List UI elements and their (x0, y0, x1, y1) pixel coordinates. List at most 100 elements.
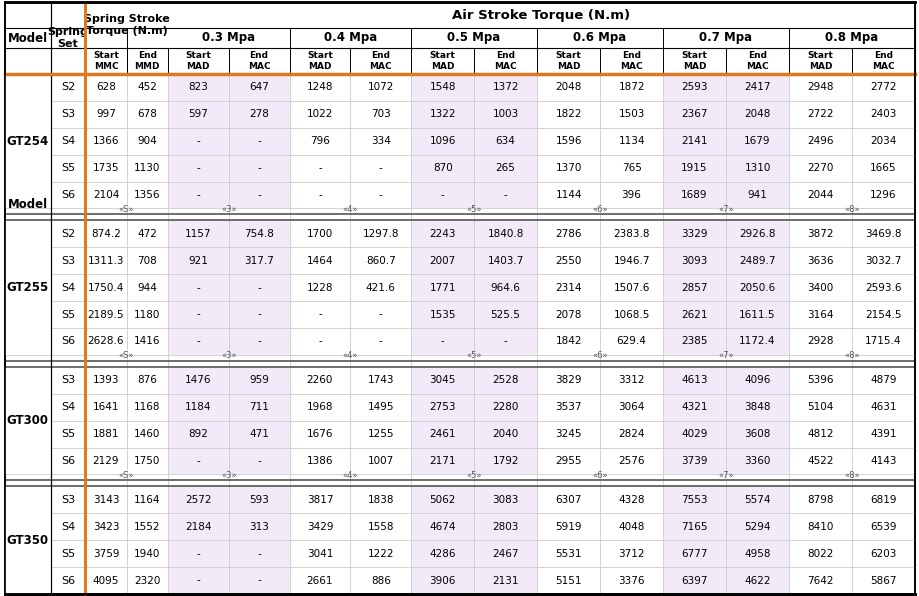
Text: 2550: 2550 (555, 256, 581, 266)
Bar (167, 394, 289, 421)
Text: 1322: 1322 (429, 109, 456, 119)
Text: -: - (257, 283, 261, 293)
Text: S3: S3 (61, 109, 75, 119)
Text: 0.3 Mpa: 0.3 Mpa (202, 32, 255, 45)
Bar (663, 448, 789, 474)
Text: -: - (257, 163, 261, 173)
Text: 1164: 1164 (134, 495, 160, 505)
Text: 5574: 5574 (743, 495, 770, 505)
Text: 2467: 2467 (492, 549, 518, 558)
Text: -: - (196, 456, 200, 466)
Bar (663, 367, 789, 394)
Text: 4048: 4048 (618, 522, 644, 532)
Text: 629.4: 629.4 (616, 337, 646, 346)
Bar (411, 540, 537, 567)
Text: 2280: 2280 (492, 402, 518, 412)
Bar (663, 540, 789, 567)
Text: Model: Model (7, 32, 48, 45)
Bar (167, 448, 289, 474)
Text: 3423: 3423 (93, 522, 119, 532)
Text: 1222: 1222 (367, 549, 393, 558)
Text: 3469.8: 3469.8 (864, 229, 901, 239)
Text: 2034: 2034 (869, 136, 896, 146)
Text: 2171: 2171 (429, 456, 456, 466)
Text: 765: 765 (621, 163, 641, 173)
Text: 1072: 1072 (368, 82, 393, 92)
Text: «8»: «8» (844, 205, 859, 214)
Text: 1946.7: 1946.7 (613, 256, 649, 266)
Text: 1464: 1464 (306, 256, 333, 266)
Text: 2661: 2661 (306, 576, 333, 585)
Text: «4»: «4» (342, 471, 357, 480)
Text: 3636: 3636 (806, 256, 833, 266)
Text: 1968: 1968 (306, 402, 333, 412)
Text: «6»: «6» (592, 471, 607, 480)
Bar (411, 274, 537, 301)
Text: -: - (504, 337, 507, 346)
Bar (411, 301, 537, 328)
Text: 1596: 1596 (555, 136, 581, 146)
Text: 921: 921 (188, 256, 208, 266)
Text: 2243: 2243 (429, 229, 456, 239)
Text: «7»: «7» (718, 471, 733, 480)
Text: 2857: 2857 (681, 283, 707, 293)
Text: 904: 904 (137, 136, 157, 146)
Text: 8410: 8410 (807, 522, 833, 532)
Text: -: - (196, 309, 200, 319)
Text: 2628.6: 2628.6 (87, 337, 124, 346)
Text: 708: 708 (137, 256, 157, 266)
Text: GT300: GT300 (6, 414, 49, 427)
Text: 1641: 1641 (93, 402, 119, 412)
Bar (167, 247, 289, 274)
Text: 3712: 3712 (618, 549, 644, 558)
Bar (663, 221, 789, 247)
Bar (167, 486, 289, 513)
Text: 2576: 2576 (618, 456, 644, 466)
Text: Spring
Set: Spring Set (48, 27, 88, 49)
Text: 1416: 1416 (134, 337, 160, 346)
Text: 0.4 Mpa: 0.4 Mpa (323, 32, 377, 45)
Bar (167, 101, 289, 128)
Bar (411, 101, 537, 128)
Text: End
MAC: End MAC (745, 51, 768, 71)
Text: 1676: 1676 (306, 429, 333, 439)
Text: 886: 886 (370, 576, 391, 585)
Text: 1366: 1366 (93, 136, 119, 146)
Text: 2048: 2048 (555, 82, 581, 92)
Text: 4812: 4812 (806, 429, 833, 439)
Text: 1715.4: 1715.4 (864, 337, 901, 346)
Text: «3»: «3» (221, 471, 236, 480)
Bar (167, 155, 289, 182)
Text: -: - (504, 190, 507, 200)
Text: 1096: 1096 (429, 136, 455, 146)
Text: 3829: 3829 (555, 375, 581, 386)
Text: -: - (318, 190, 322, 200)
Text: 3537: 3537 (555, 402, 581, 412)
Text: 2528: 2528 (492, 375, 518, 386)
Text: 2104: 2104 (93, 190, 119, 200)
Text: -: - (196, 337, 200, 346)
Text: 7553: 7553 (681, 495, 707, 505)
Text: 860.7: 860.7 (366, 256, 395, 266)
Bar (5, 486, 51, 594)
Text: -: - (196, 163, 200, 173)
Text: 1700: 1700 (306, 229, 333, 239)
Text: 5531: 5531 (555, 549, 581, 558)
Text: 1872: 1872 (618, 82, 644, 92)
Text: GT350: GT350 (6, 534, 49, 547)
Text: 396: 396 (621, 190, 641, 200)
Text: 3360: 3360 (743, 456, 770, 466)
Text: 2786: 2786 (555, 229, 581, 239)
Text: -: - (257, 136, 261, 146)
Text: -: - (257, 309, 261, 319)
Text: 754.8: 754.8 (244, 229, 274, 239)
Text: 0.5 Mpa: 0.5 Mpa (447, 32, 500, 45)
Text: 1228: 1228 (306, 283, 333, 293)
Bar (167, 182, 289, 209)
Text: 7165: 7165 (681, 522, 707, 532)
Bar (663, 394, 789, 421)
Text: 647: 647 (249, 82, 268, 92)
Text: 334: 334 (370, 136, 391, 146)
Text: 2270: 2270 (807, 163, 833, 173)
Text: 3032.7: 3032.7 (865, 256, 901, 266)
